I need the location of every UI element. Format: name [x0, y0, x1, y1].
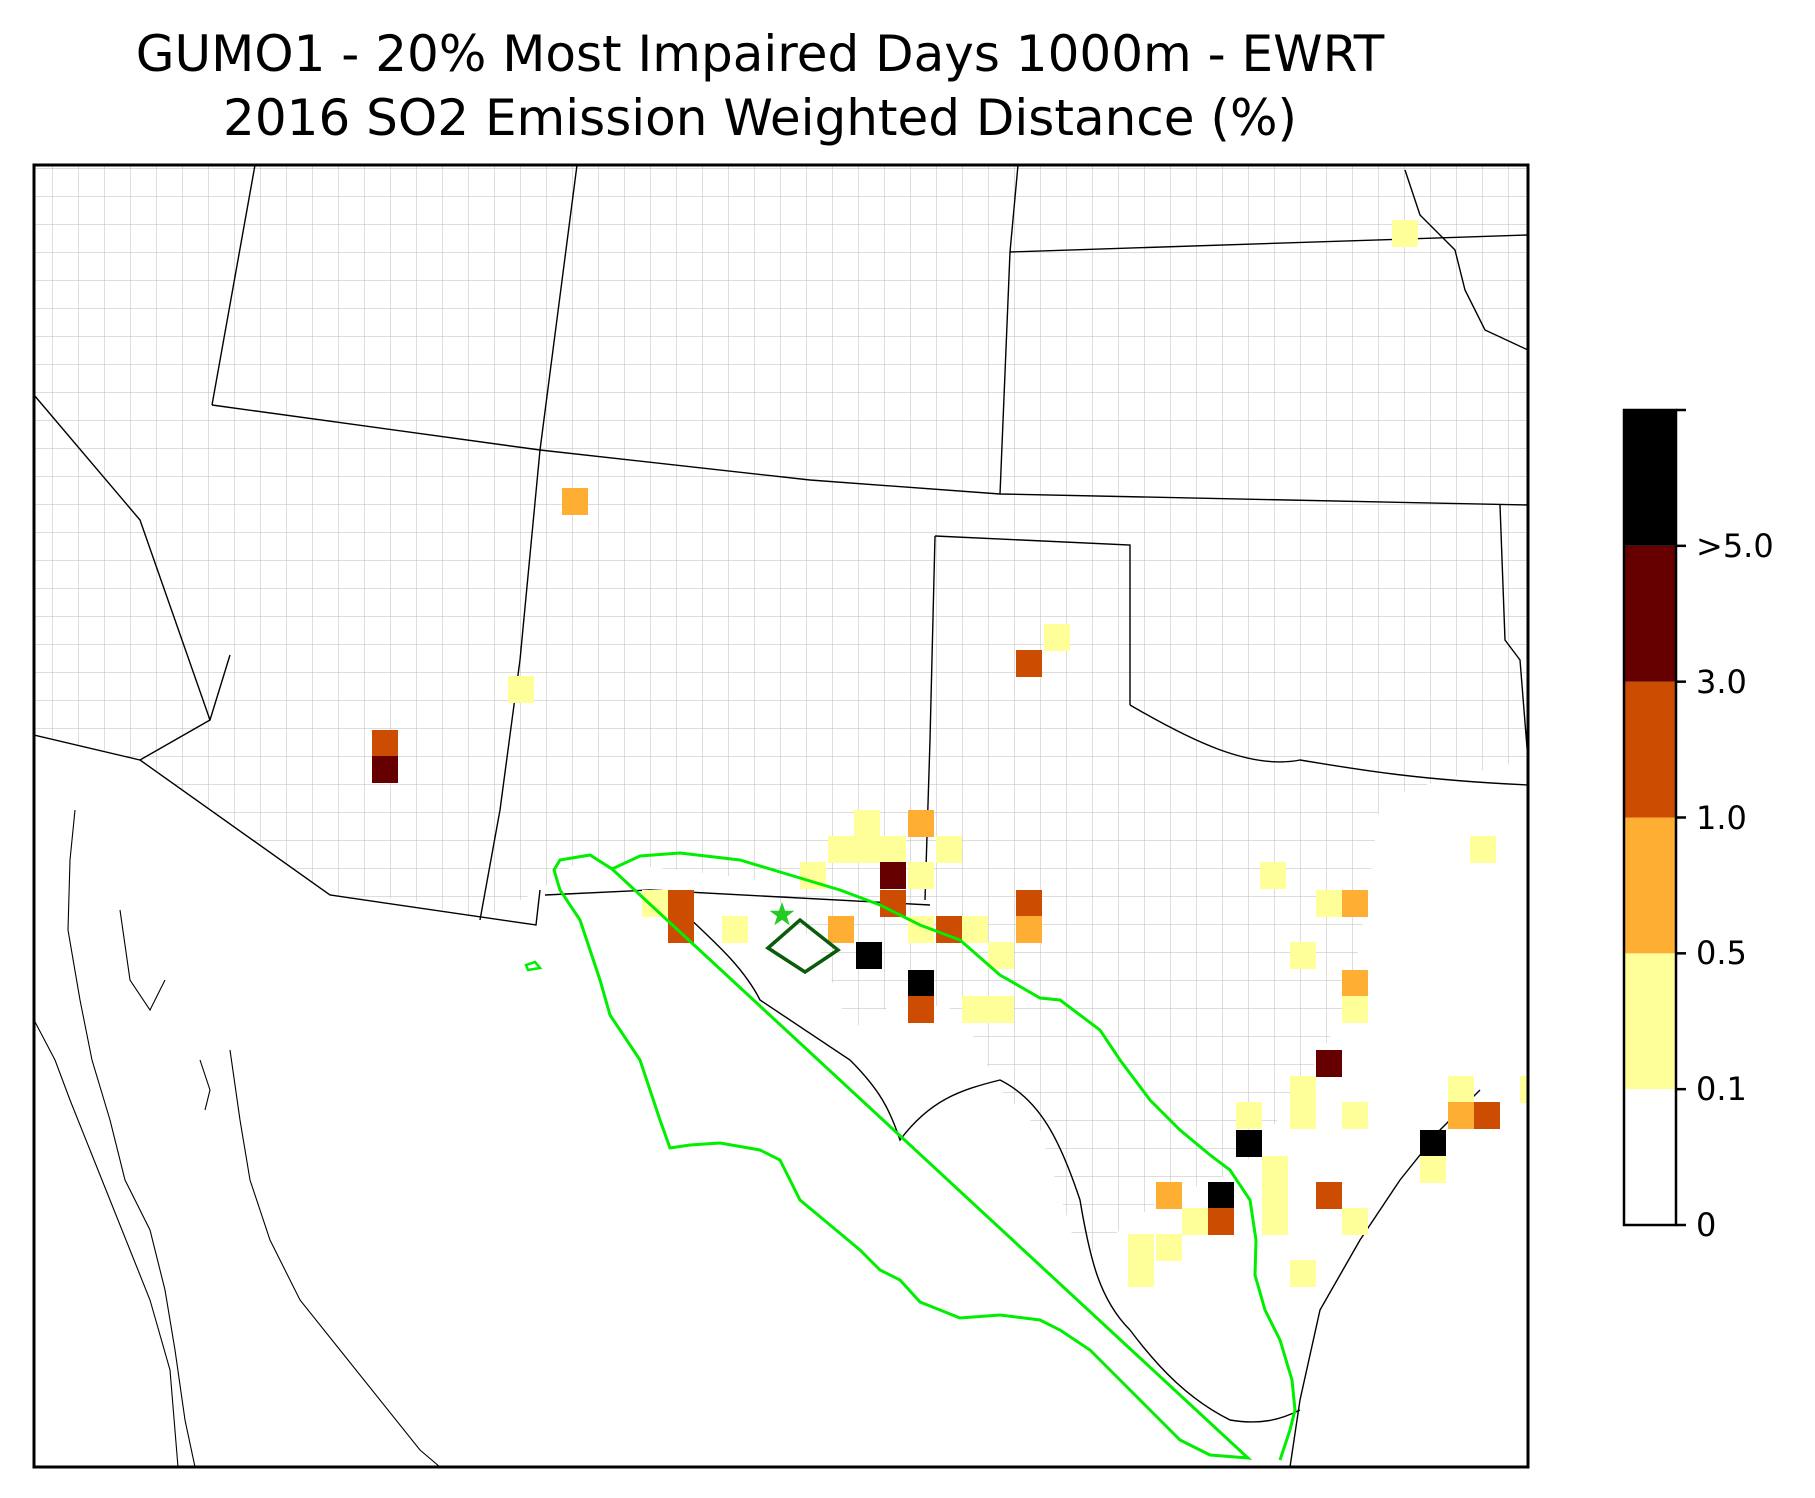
emission-cell [1342, 996, 1368, 1023]
emission-cell [508, 676, 534, 703]
map-title-line-1: GUMO1 - 20% Most Impaired Days 1000m - E… [135, 25, 1385, 83]
colorbar [1622, 408, 1686, 1227]
emission-cell [1208, 1208, 1234, 1235]
emission-cell [908, 862, 934, 889]
emission-cell [1290, 1102, 1316, 1129]
colorbar-tick-label: 1.0 [1696, 798, 1747, 837]
emission-cell [1262, 1156, 1288, 1183]
emission-cell [1448, 1102, 1474, 1129]
emission-cell [854, 810, 880, 837]
boundary-contour-fragment [524, 960, 543, 972]
emission-cell [1236, 1102, 1262, 1129]
emission-cell [668, 890, 694, 917]
emission-cell [1316, 890, 1342, 917]
colorbar-bin [1624, 953, 1676, 1090]
emission-cell [962, 916, 988, 943]
emission-cell [1044, 624, 1070, 651]
emission-cell [1342, 890, 1368, 917]
emission-cell [1448, 1076, 1474, 1103]
emission-cell [1236, 1130, 1262, 1157]
colorbar-tick-label: 0.1 [1696, 1070, 1747, 1109]
map-title-line-2: 2016 SO2 Emission Weighted Distance (%) [223, 89, 1297, 147]
emission-cell [1262, 1182, 1288, 1209]
emission-cell [1182, 1208, 1208, 1235]
emission-cell [880, 836, 906, 863]
colorbar-tick-label: 3.0 [1696, 662, 1747, 701]
emission-cell [1342, 970, 1368, 997]
emission-cell [856, 942, 882, 969]
emission-cell [828, 836, 854, 863]
emission-cell [908, 996, 934, 1023]
emission-cell [1016, 650, 1042, 677]
state-boundaries [34, 165, 1528, 1467]
colorbar-bin [1624, 410, 1676, 546]
emission-cell [1156, 1182, 1182, 1209]
emission-cell [562, 488, 588, 515]
colorbar-tick-label: >5.0 [1696, 526, 1774, 565]
site-marker-icon [769, 902, 795, 926]
emission-cell [372, 730, 398, 757]
emission-cell [1316, 1182, 1342, 1209]
park-outline [765, 917, 841, 975]
emission-cell [1342, 1102, 1368, 1129]
emission-cell [880, 862, 906, 889]
emission-cell [1262, 1208, 1288, 1235]
emission-cell [668, 916, 694, 943]
emission-cell [1208, 1182, 1234, 1209]
emission-cell [1470, 836, 1496, 863]
emission-cell [1128, 1260, 1154, 1287]
emission-cell [1474, 1102, 1500, 1129]
emission-cell [854, 836, 880, 863]
map-area [34, 165, 1528, 1467]
emission-cell [642, 890, 668, 917]
emission-cell [988, 996, 1014, 1023]
emission-cell [988, 942, 1014, 969]
colorbar-bin [1624, 545, 1676, 682]
emission-cell [962, 996, 988, 1023]
emission-cell [908, 810, 934, 837]
colorbar-tick-label: 0 [1696, 1206, 1717, 1244]
colorbar-bin [1624, 817, 1676, 954]
emission-cell [1520, 1076, 1528, 1103]
boundary-contour [552, 851, 1297, 1461]
emission-cell [1128, 1234, 1154, 1261]
emission-cell [1290, 942, 1316, 969]
emission-cell [1260, 862, 1286, 889]
emission-cell [1290, 1260, 1316, 1287]
colorbar-bin [1624, 681, 1676, 818]
map-frame [32, 163, 1530, 1469]
emission-cell [1290, 1076, 1316, 1103]
emission-cell [1016, 916, 1042, 943]
emission-cell [1420, 1156, 1446, 1183]
colorbar-bin [1624, 1089, 1676, 1225]
county-boundaries [34, 165, 1528, 1260]
emission-cell [1316, 1050, 1342, 1077]
emission-cell [1016, 890, 1042, 917]
emission-cell [1342, 1208, 1368, 1235]
emission-cell [372, 756, 398, 783]
emission-cell [828, 916, 854, 943]
coastlines [34, 809, 441, 1467]
emission-cell [1420, 1130, 1446, 1157]
emission-cell [1156, 1234, 1182, 1261]
emission-cell [722, 916, 748, 943]
emission-cell [908, 970, 934, 997]
emission-cell [936, 836, 962, 863]
emission-cell [1392, 220, 1418, 247]
colorbar-tick-label: 0.5 [1696, 934, 1747, 973]
